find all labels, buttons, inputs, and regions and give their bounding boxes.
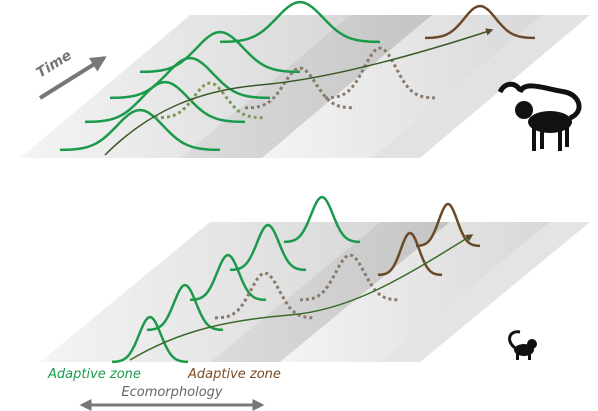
curve <box>229 223 307 272</box>
axis-label: Ecomorphology <box>121 385 223 400</box>
trajectory-arrow <box>129 234 474 361</box>
curve <box>139 30 301 74</box>
curve <box>111 315 189 364</box>
band <box>380 222 590 362</box>
curves <box>59 0 535 364</box>
curve <box>377 231 443 277</box>
curve <box>109 56 271 100</box>
curve <box>425 4 535 40</box>
curve <box>189 253 267 302</box>
band <box>262 15 542 158</box>
curve <box>415 202 481 248</box>
band <box>372 15 590 158</box>
time-label: Time <box>34 47 75 81</box>
curve <box>283 195 361 244</box>
zone-label: Adaptive zone <box>47 367 141 382</box>
zone-label: Adaptive zone <box>187 367 281 382</box>
trajectory-arrow <box>104 28 494 156</box>
dotted-curve <box>154 81 266 120</box>
band <box>40 222 380 362</box>
dotted-curve <box>244 66 356 110</box>
band <box>210 222 450 362</box>
curve <box>84 80 246 124</box>
band <box>20 15 350 158</box>
band <box>280 222 550 362</box>
time-arrow <box>38 56 107 100</box>
curve <box>219 0 381 44</box>
monkey-large <box>497 81 582 151</box>
dotted-curve <box>299 253 401 302</box>
monkey-small <box>508 330 537 360</box>
dotted-curve <box>324 46 436 100</box>
curve <box>59 108 221 152</box>
